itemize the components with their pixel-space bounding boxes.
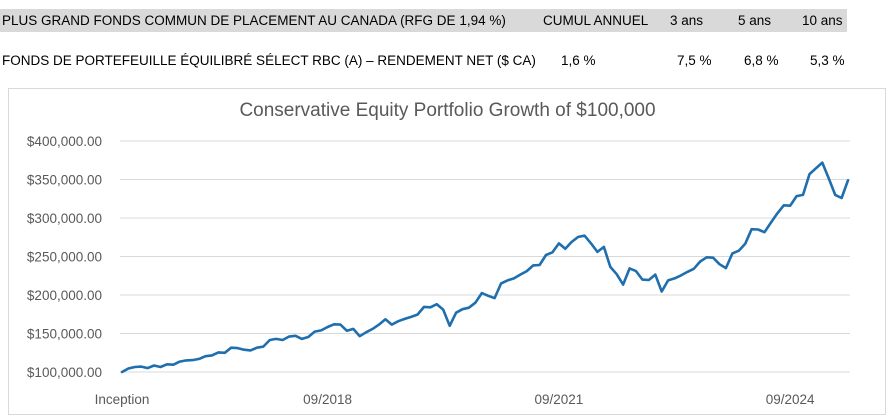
ytd-column-header: CUMUL ANNUEL [543,13,649,28]
fund-ytd-return: 1,6 % [561,53,596,68]
fund-return-row: FONDS DE PORTEFEUILLE ÉQUILIBRÉ SÉLECT R… [0,49,847,72]
y-tick-label: $400,000.00 [27,134,102,149]
chart-title: Conservative Equity Portfolio Growth of … [239,100,656,121]
performance-header-row: PLUS GRAND FONDS COMMUN DE PLACEMENT AU … [0,9,847,32]
fund-3-year-return: 7,5 % [677,53,712,68]
y-tick-label: $300,000.00 [27,211,102,226]
fund-5-year-return: 6,8 % [744,53,779,68]
fund-name: FONDS DE PORTEFEUILLE ÉQUILIBRÉ SÉLECT R… [2,53,536,68]
x-tick-label: Inception [95,392,150,407]
fund-10-year-return: 5,3 % [810,53,845,68]
3-year-column-header: 3 ans [670,13,704,28]
y-tick-label: $100,000.00 [27,365,102,380]
x-tick-label: 09/2018 [303,392,352,407]
growth-series-line [120,161,850,374]
largest-fund-title: PLUS GRAND FONDS COMMUN DE PLACEMENT AU … [2,13,506,28]
y-tick-label: $350,000.00 [27,173,102,188]
y-tick-label: $250,000.00 [27,250,102,265]
10-year-column-header: 10 ans [802,13,843,28]
5-year-column-header: 5 ans [738,13,772,28]
x-tick-label: 09/2024 [766,392,815,407]
y-tick-label: $200,000.00 [27,288,102,303]
y-tick-label: $150,000.00 [27,327,102,342]
x-tick-label: 09/2021 [534,392,583,407]
